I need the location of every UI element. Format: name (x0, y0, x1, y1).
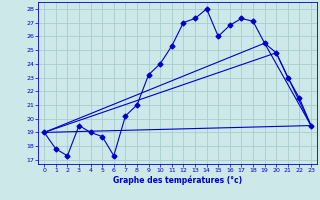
X-axis label: Graphe des températures (°c): Graphe des températures (°c) (113, 176, 242, 185)
